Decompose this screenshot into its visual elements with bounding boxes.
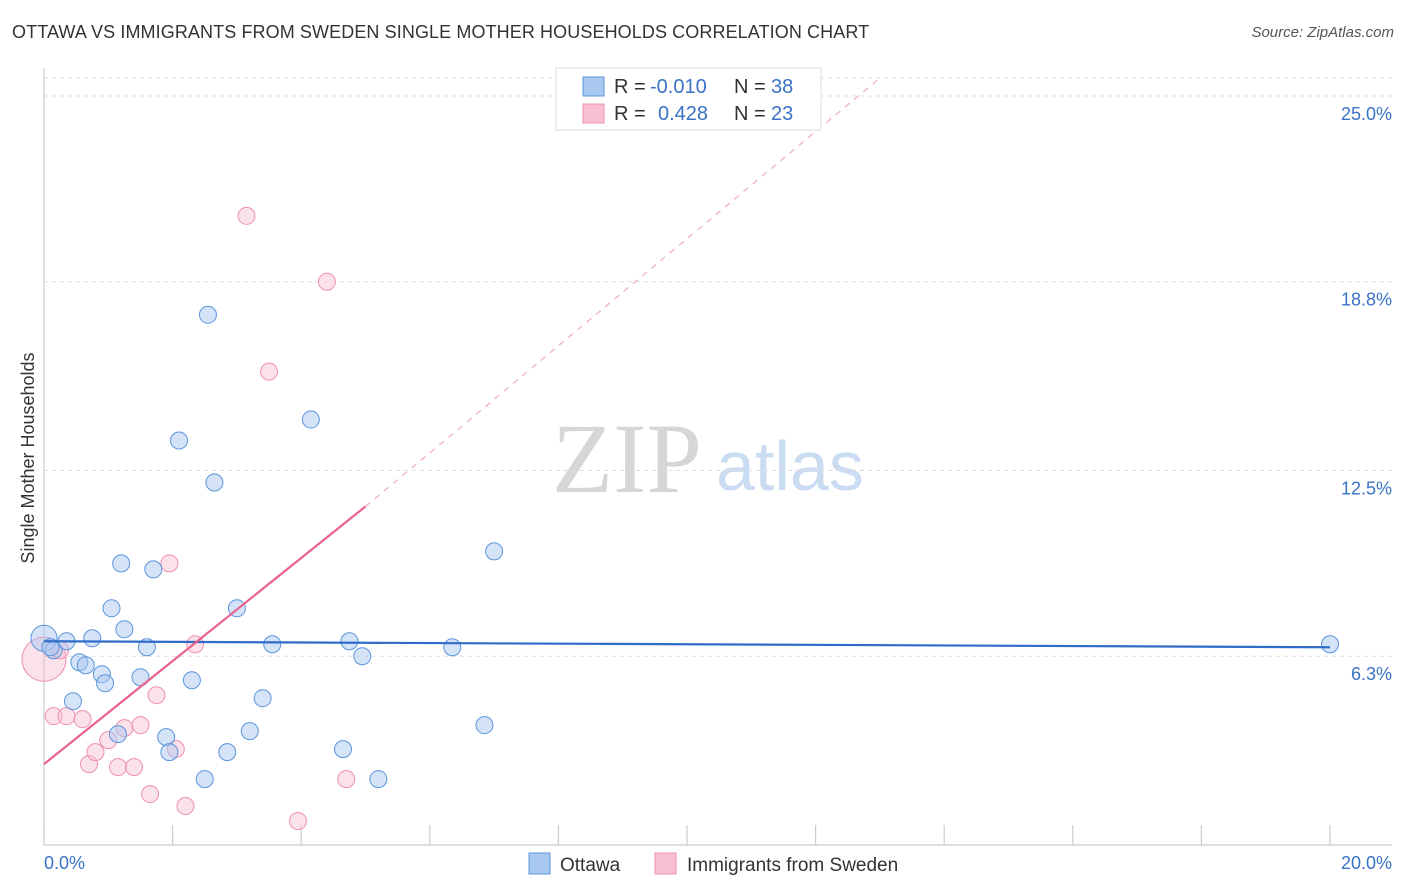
legend-n-value-sweden: 23 [771,103,793,125]
legend-n-value-ottawa: 38 [771,76,793,98]
point-ottawa [115,620,134,639]
point-ottawa [443,638,462,657]
bottom-legend-label-sweden: Immigrants from Sweden [687,855,898,876]
legend-swatch-ottawa [582,76,605,97]
point-ottawa [41,638,60,657]
point-ottawa [182,671,201,690]
legend-box: R = -0.010 N = 38 R = 0.428 N = 23 [555,67,822,131]
legend-n-label-ottawa: N = [734,76,766,98]
point-ottawa [340,632,359,651]
point-ottawa [96,674,115,693]
chart-title: OTTAWA VS IMMIGRANTS FROM SWEDEN SINGLE … [12,22,870,42]
y-tick-labels: 6.3% 12.5% 18.8% 25.0% [1341,104,1392,684]
legend-n-label-sweden: N = [734,103,766,125]
point-ottawa [475,716,494,735]
point-ottawa [253,689,272,708]
trendline-sweden [43,505,367,765]
grid [44,77,1392,657]
point-ottawa [369,770,388,789]
y-axis-title: Single Mother Households [18,352,38,563]
point-ottawa [144,560,163,579]
trendline-sweden-extension [365,77,881,507]
point-sweden [57,707,76,726]
legend-r-label-sweden: R = [614,103,646,125]
legend-swatch-sweden [582,103,605,124]
legend-r-label-ottawa: R = [614,76,646,98]
point-sweden [125,758,144,777]
x-axis-ticks [43,825,1331,845]
y-tick-label: 6.3% [1351,664,1392,684]
point-sweden [237,206,256,225]
point-sweden [288,812,307,831]
point-ottawa [263,635,282,654]
point-ottawa [205,473,224,492]
point-ottawa [195,770,214,789]
x-tick-label-min: 0.0% [44,853,85,873]
point-ottawa [63,692,82,711]
point-sweden [108,758,127,777]
bottom-legend: Ottawa Immigrants from Sweden [528,852,898,876]
y-tick-label: 12.5% [1341,478,1392,498]
legend-r-value-ottawa: -0.010 [650,76,707,98]
point-sweden [131,716,150,735]
point-ottawa [485,542,504,561]
y-tick-label: 18.8% [1341,290,1392,310]
point-ottawa [301,410,320,429]
watermark-atlas: atlas [716,427,864,505]
point-ottawa [240,722,259,741]
trendlines [43,77,1331,765]
point-ottawa [137,638,156,657]
point-ottawa [83,629,102,648]
bottom-legend-swatch-sweden [654,852,677,875]
point-sweden [160,554,179,573]
point-sweden [147,686,166,705]
point-ottawa [157,728,176,747]
point-sweden [260,362,279,381]
y-tick-label: 25.0% [1341,104,1392,124]
point-sweden [141,785,160,804]
point-sweden [176,797,195,816]
point-ottawa [333,740,352,759]
series-sweden-points [21,206,356,831]
bottom-legend-label-ottawa: Ottawa [560,855,621,876]
point-sweden [73,710,92,729]
point-ottawa [160,743,179,762]
point-ottawa [353,647,372,666]
point-ottawa [108,725,127,744]
point-ottawa [102,599,121,618]
point-ottawa [170,431,189,450]
point-ottawa [76,656,95,675]
chart-source: Source: ZipAtlas.com [1251,24,1394,41]
watermark-zip: ZIP [552,403,702,514]
watermark: ZIP atlas [552,403,864,514]
legend-r-value-sweden: 0.428 [658,103,708,125]
point-ottawa [218,743,237,762]
point-ottawa [112,554,131,573]
point-sweden [337,770,356,789]
point-ottawa [198,305,217,324]
series-ottawa-points [30,305,1339,789]
point-sweden [44,707,63,726]
x-tick-label-max: 20.0% [1341,853,1392,873]
bottom-legend-swatch-ottawa [528,852,551,875]
trendline-ottawa [43,640,1331,649]
point-sweden [86,743,105,762]
point-ottawa [1321,635,1339,654]
point-sweden [317,272,336,291]
